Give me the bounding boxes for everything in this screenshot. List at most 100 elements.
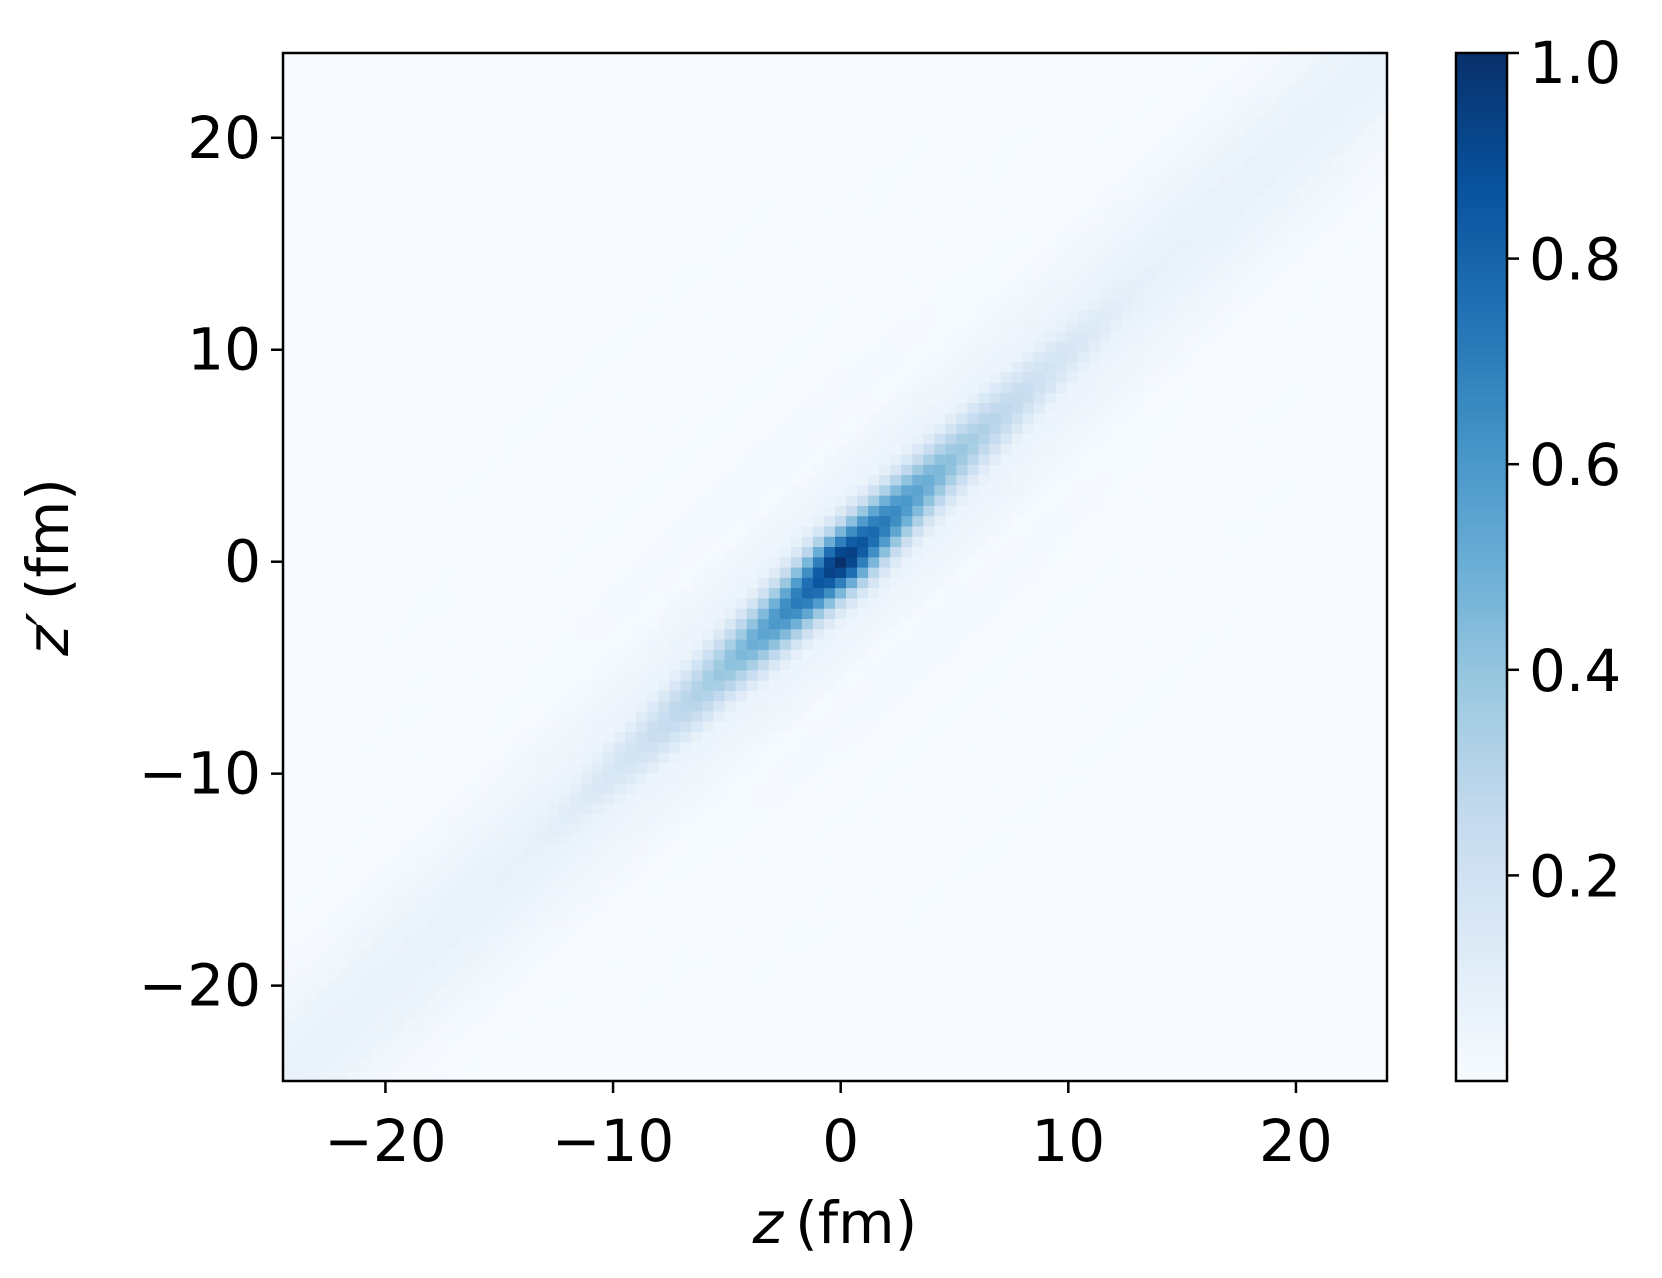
- heatmap-cell: [1055, 577, 1068, 589]
- heatmap-cell: [1210, 618, 1222, 630]
- heatmap-cell: [989, 731, 1002, 743]
- heatmap-cell: [581, 875, 593, 887]
- heatmap-cell: [338, 906, 350, 918]
- heatmap-cell: [1221, 782, 1234, 794]
- heatmap-cell: [393, 782, 406, 794]
- heatmap-cell: [614, 967, 626, 979]
- heatmap-cell: [702, 731, 715, 743]
- heatmap-cell: [713, 762, 726, 774]
- heatmap-cell: [1166, 947, 1178, 959]
- heatmap-cell: [525, 885, 538, 897]
- heatmap-cell: [1210, 793, 1222, 805]
- heatmap-cell: [514, 865, 527, 876]
- heatmap-cell: [912, 926, 924, 938]
- heatmap-cell: [636, 577, 648, 589]
- heatmap-cell: [1188, 978, 1200, 990]
- heatmap-cell: [1011, 916, 1024, 928]
- heatmap-cell: [592, 1050, 604, 1062]
- heatmap-cell: [1077, 1009, 1090, 1020]
- heatmap-cell: [294, 916, 306, 928]
- heatmap-cell: [956, 618, 969, 630]
- heatmap-cell: [371, 597, 383, 609]
- heatmap-cell: [1033, 978, 1046, 990]
- heatmap-cell: [1066, 1070, 1079, 1082]
- heatmap-cell: [1166, 587, 1178, 599]
- heatmap-cell: [1144, 628, 1156, 640]
- heatmap-cell: [1276, 618, 1289, 630]
- heatmap-cell: [1364, 813, 1377, 825]
- heatmap-cell: [492, 988, 505, 1000]
- heatmap-cell: [857, 885, 869, 897]
- heatmap-cell: [669, 916, 682, 928]
- heatmap-cell: [437, 978, 450, 990]
- heatmap-cell: [525, 947, 538, 959]
- heatmap-cell: [1133, 741, 1145, 753]
- heatmap-cell: [790, 885, 803, 897]
- heatmap-cell: [1287, 978, 1300, 990]
- heatmap-cell: [1232, 731, 1245, 743]
- heatmap-cell: [1287, 762, 1300, 774]
- heatmap-cell: [1022, 721, 1035, 733]
- heatmap-cell: [890, 926, 902, 938]
- heatmap-cell: [382, 885, 394, 897]
- heatmap-cell: [868, 834, 880, 846]
- heatmap-cell: [647, 710, 659, 722]
- heatmap-cell: [912, 1060, 924, 1072]
- heatmap-cell: [1066, 731, 1079, 743]
- heatmap-cell: [779, 638, 792, 650]
- heatmap-cell: [1210, 1070, 1222, 1082]
- heatmap-cell: [1055, 608, 1068, 619]
- heatmap-cell: [536, 1019, 549, 1031]
- heatmap-cell: [1144, 967, 1156, 979]
- heatmap-cell: [1353, 885, 1366, 897]
- heatmap-cell: [283, 824, 295, 835]
- heatmap-cell: [536, 865, 549, 876]
- heatmap-cell: [1066, 1050, 1079, 1062]
- heatmap-cell: [1265, 690, 1278, 702]
- heatmap-cell: [1122, 721, 1134, 733]
- heatmap-cell: [426, 926, 439, 938]
- heatmap-cell: [757, 844, 770, 856]
- heatmap-cell: [735, 1019, 748, 1031]
- heatmap-cell: [570, 834, 582, 846]
- heatmap-cell: [1055, 813, 1068, 825]
- heatmap-cell: [1144, 1019, 1156, 1031]
- heatmap-cell: [426, 721, 439, 733]
- heatmap-cell: [1353, 680, 1366, 691]
- heatmap-cell: [393, 700, 406, 712]
- heatmap-cell: [978, 741, 991, 753]
- heatmap-cell: [1155, 577, 1167, 589]
- heatmap-cell: [1309, 731, 1322, 743]
- heatmap-cell: [382, 824, 394, 835]
- heatmap-cell: [415, 824, 428, 835]
- heatmap-cell: [503, 741, 516, 753]
- heatmap-cell: [492, 659, 505, 671]
- heatmap-cell: [294, 782, 306, 794]
- heatmap-cell: [338, 731, 350, 743]
- heatmap-cell: [967, 854, 980, 866]
- heatmap-cell: [437, 669, 450, 681]
- heatmap-cell: [923, 731, 935, 743]
- heatmap-cell: [1044, 731, 1057, 743]
- heatmap-cell: [1309, 649, 1322, 661]
- heatmap-cell: [1044, 1019, 1057, 1031]
- heatmap-cell: [1221, 741, 1234, 753]
- heatmap-cell: [492, 577, 505, 589]
- heatmap-cell: [1309, 721, 1322, 733]
- heatmap-cell: [757, 803, 770, 815]
- heatmap-cell: [835, 772, 847, 784]
- heatmap-cell: [967, 937, 980, 948]
- heatmap-cell: [570, 567, 582, 578]
- heatmap-cell: [956, 854, 969, 866]
- heatmap-cell: [371, 824, 383, 835]
- heatmap-cell: [934, 731, 946, 743]
- heatmap-cell: [1144, 803, 1156, 815]
- heatmap-cell: [514, 967, 527, 979]
- heatmap-cell: [1122, 741, 1134, 753]
- heatmap-cell: [713, 906, 726, 918]
- heatmap-cell: [283, 978, 295, 990]
- heatmap-cell: [768, 659, 781, 671]
- heatmap-cell: [1099, 906, 1112, 918]
- heatmap-cell: [525, 608, 538, 619]
- heatmap-cell: [835, 916, 847, 928]
